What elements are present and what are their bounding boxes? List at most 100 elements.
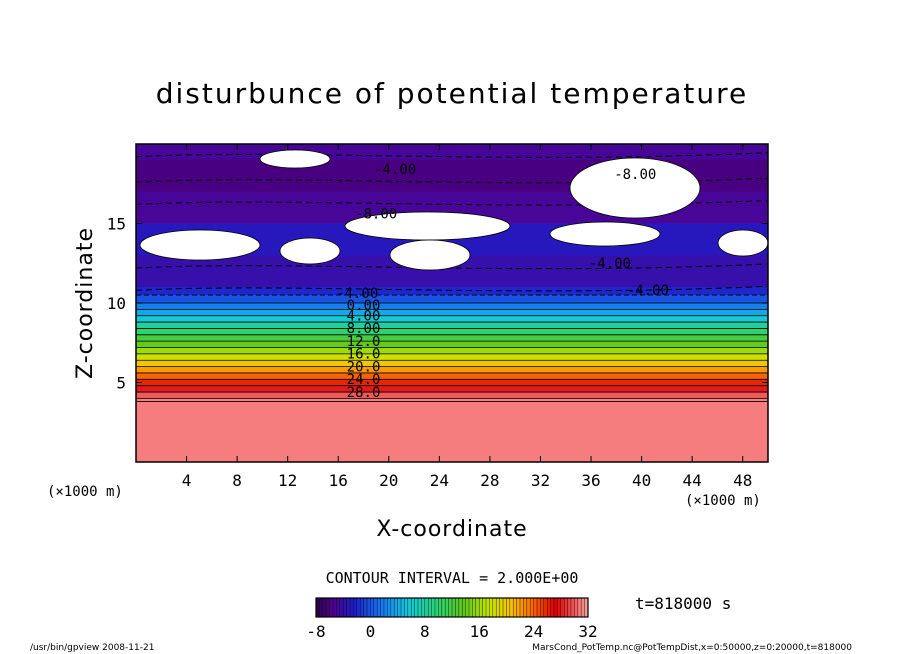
field-band xyxy=(136,341,768,349)
colorbar-frame xyxy=(315,597,589,618)
colorbar-cell xyxy=(462,598,466,617)
x-tick-label: 8 xyxy=(232,471,242,490)
colorbar-cell xyxy=(584,598,589,617)
field-band xyxy=(136,334,768,342)
colorbar-cell xyxy=(316,598,320,617)
colorbar-cell xyxy=(540,598,545,617)
colorbar-cell xyxy=(387,598,392,617)
colorbar-cell xyxy=(414,598,419,617)
colorbar-ticks: -8 0 8 16 24 32 xyxy=(306,622,597,641)
colorbar-cell xyxy=(560,598,565,617)
colorbar-cell xyxy=(475,598,480,617)
field-band xyxy=(136,315,768,323)
colorbar-cell xyxy=(377,598,381,617)
field-band xyxy=(136,347,768,355)
colorbar-cell xyxy=(489,598,494,617)
colorbar-cell xyxy=(550,598,555,617)
colorbar-cell xyxy=(346,598,351,617)
contour-label: -4.00 xyxy=(336,286,378,302)
colorbar-tick-label: 32 xyxy=(578,622,597,641)
colorbar-cell xyxy=(448,598,453,617)
colorbar xyxy=(315,597,589,618)
x-tick-label: 28 xyxy=(480,471,499,490)
y-axis-ticks: 5 10 15 xyxy=(107,215,768,393)
contour-label: 0.00 xyxy=(347,298,381,314)
chart-title: disturbunce of potential temperature xyxy=(156,77,749,110)
colorbar-cell xyxy=(574,598,579,617)
colorbar-tick-label: 16 xyxy=(470,622,489,641)
y-tick-label: 15 xyxy=(107,215,126,234)
colorbar-cell xyxy=(547,598,551,617)
colorbar-tick-label: 24 xyxy=(524,622,543,641)
out-of-range-patch xyxy=(139,229,261,261)
colorbar-cell xyxy=(496,598,500,617)
colorbar-cell xyxy=(326,598,330,617)
field-band xyxy=(136,385,768,393)
contour-label: -4.00 xyxy=(374,162,416,178)
colorbar-cell xyxy=(322,598,327,617)
colorbar-cell xyxy=(363,598,368,617)
field-band xyxy=(136,295,768,304)
field-band xyxy=(136,372,768,380)
colorbar-cell xyxy=(329,598,334,617)
colorbar-cell xyxy=(370,598,375,617)
colorbar-cell xyxy=(506,598,511,617)
field-band xyxy=(136,144,768,161)
out-of-range-patch xyxy=(549,221,661,247)
colorbar-cell xyxy=(424,598,429,617)
colorbar-cell xyxy=(390,598,395,617)
colorbar-cell xyxy=(492,598,497,617)
colorbar-cell xyxy=(452,598,456,617)
colorbar-cell xyxy=(472,598,477,617)
colorbar-cell xyxy=(438,598,443,617)
colorbar-cell xyxy=(479,598,483,617)
colorbar-cell xyxy=(543,598,548,617)
colorbar-cell xyxy=(530,598,534,617)
x-tick-label: 32 xyxy=(531,471,550,490)
colorbar-cell xyxy=(533,598,538,617)
colorbar-cell xyxy=(445,598,449,617)
contour-label: 28.0 xyxy=(347,385,381,401)
field-band xyxy=(136,398,768,403)
out-of-range-patch xyxy=(389,239,471,271)
field-band xyxy=(136,303,768,310)
time-label: t=818000 s xyxy=(635,594,731,613)
colorbar-cell xyxy=(455,598,460,617)
field-band xyxy=(136,328,768,336)
colorbar-cell xyxy=(465,598,470,617)
footer-right: MarsCond_PotTemp.nc@PotTempDist,x=0:5000… xyxy=(532,643,852,653)
x-unit-left: (×1000 m) xyxy=(47,484,123,500)
contour-label: 8.00 xyxy=(347,321,381,337)
contour-label: 24.0 xyxy=(347,372,381,388)
colorbar-cell xyxy=(526,598,531,617)
colorbar-cell xyxy=(394,598,398,617)
x-tick-label: 12 xyxy=(278,471,297,490)
out-of-range-patch xyxy=(569,157,701,219)
colorbar-cell xyxy=(367,598,371,617)
colorbar-cell xyxy=(554,598,558,617)
x-tick-label: 24 xyxy=(430,471,449,490)
colorbar-cell xyxy=(516,598,521,617)
field-band xyxy=(136,379,768,387)
colorbar-tick-label: -8 xyxy=(306,622,325,641)
out-of-range-patch xyxy=(717,229,768,257)
contour-label: -4.00 xyxy=(627,283,669,299)
field-band xyxy=(136,392,768,399)
field-band xyxy=(136,366,768,374)
footer-left: /usr/bin/gpview 2008-11-21 xyxy=(30,643,154,653)
plot-area xyxy=(136,144,768,462)
out-of-range-patch xyxy=(279,237,341,265)
x-unit-right: (×1000 m) xyxy=(685,493,761,509)
field-band xyxy=(136,309,768,317)
x-tick-label: 48 xyxy=(733,471,752,490)
x-tick-label: 20 xyxy=(379,471,398,490)
colorbar-cell xyxy=(373,598,378,617)
colorbar-cell xyxy=(503,598,507,617)
contour-label: 4.00 xyxy=(347,308,381,324)
colorbar-cell xyxy=(421,598,426,617)
field-band xyxy=(136,322,768,330)
colorbar-cell xyxy=(441,598,446,617)
contour-label: -4.00 xyxy=(589,256,631,272)
x-axis-label: X-coordinate xyxy=(376,517,527,542)
